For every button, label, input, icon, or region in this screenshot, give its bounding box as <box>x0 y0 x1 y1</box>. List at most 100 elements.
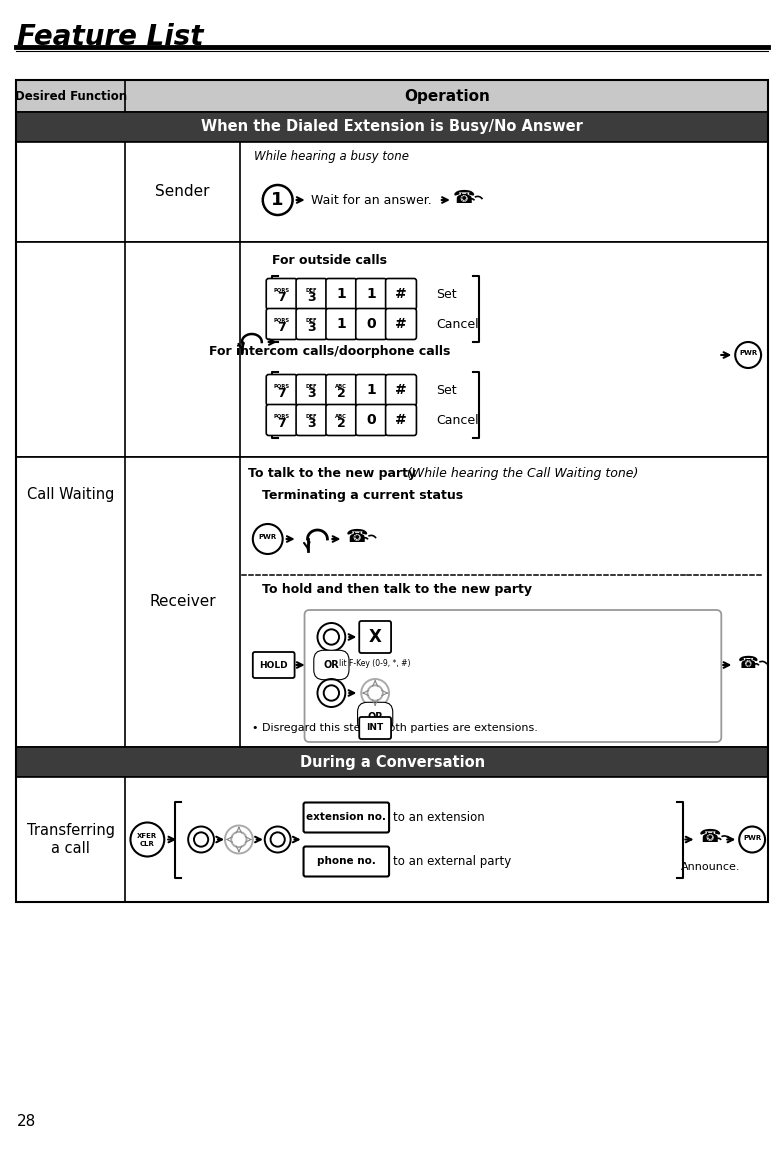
Text: Sender: Sender <box>156 184 210 199</box>
Text: 7: 7 <box>277 388 286 400</box>
Text: Receiver: Receiver <box>150 595 216 610</box>
Text: When the Dialed Extension is Busy/No Answer: When the Dialed Extension is Busy/No Ans… <box>201 120 583 135</box>
FancyBboxPatch shape <box>266 405 297 436</box>
Text: PWR: PWR <box>259 534 277 540</box>
Text: ABC: ABC <box>336 414 347 419</box>
Text: 3: 3 <box>307 388 315 400</box>
Text: To talk to the new party: To talk to the new party <box>248 467 416 480</box>
FancyBboxPatch shape <box>326 308 357 339</box>
Bar <box>16 777 768 902</box>
Text: 2: 2 <box>337 417 346 430</box>
FancyBboxPatch shape <box>386 375 417 406</box>
FancyBboxPatch shape <box>266 375 297 406</box>
Text: XFER: XFER <box>137 834 157 840</box>
FancyBboxPatch shape <box>326 405 357 436</box>
FancyBboxPatch shape <box>326 278 357 309</box>
Text: #: # <box>395 317 407 331</box>
Text: 1: 1 <box>337 288 346 301</box>
Text: extension no.: extension no. <box>306 813 386 822</box>
Text: DEF: DEF <box>305 384 317 389</box>
FancyBboxPatch shape <box>296 375 327 406</box>
Text: 7: 7 <box>277 291 286 305</box>
Text: Cancel: Cancel <box>435 317 478 330</box>
Bar <box>16 457 768 748</box>
Bar <box>16 748 768 777</box>
Text: 1: 1 <box>366 288 376 301</box>
Text: 3: 3 <box>307 291 315 305</box>
Text: ☎: ☎ <box>738 654 759 672</box>
Text: INT: INT <box>367 723 384 733</box>
Text: 2: 2 <box>337 388 346 400</box>
Text: Wait for an answer.: Wait for an answer. <box>312 193 432 207</box>
FancyBboxPatch shape <box>356 375 386 406</box>
FancyBboxPatch shape <box>326 375 357 406</box>
Text: Cancel: Cancel <box>435 414 478 427</box>
Text: 1: 1 <box>271 191 284 209</box>
Text: PWR: PWR <box>739 350 757 356</box>
Bar <box>16 112 768 141</box>
FancyBboxPatch shape <box>356 405 386 436</box>
Text: PORS: PORS <box>273 288 290 292</box>
Text: 7: 7 <box>277 417 286 430</box>
Text: #: # <box>395 383 407 397</box>
Text: PORS: PORS <box>273 384 290 389</box>
FancyBboxPatch shape <box>386 278 417 309</box>
FancyBboxPatch shape <box>296 308 327 339</box>
Text: Desired Function: Desired Function <box>15 90 127 102</box>
FancyBboxPatch shape <box>266 278 297 309</box>
FancyBboxPatch shape <box>386 308 417 339</box>
Text: During a Conversation: During a Conversation <box>299 754 485 769</box>
Text: Announce.: Announce. <box>681 861 740 872</box>
Text: #: # <box>395 413 407 427</box>
Text: Set: Set <box>435 383 456 397</box>
Text: PWR: PWR <box>743 835 761 841</box>
Text: For outside calls: For outside calls <box>272 254 387 267</box>
Text: ☎: ☎ <box>346 528 368 546</box>
Text: CLR: CLR <box>140 841 155 846</box>
Text: #: # <box>395 288 407 301</box>
Text: Terminating a current status: Terminating a current status <box>262 489 463 503</box>
Text: X: X <box>368 628 382 646</box>
FancyBboxPatch shape <box>359 621 391 653</box>
Text: 3: 3 <box>307 417 315 430</box>
FancyBboxPatch shape <box>304 846 389 876</box>
Text: 0: 0 <box>366 413 376 427</box>
Text: phone no.: phone no. <box>317 857 375 866</box>
FancyBboxPatch shape <box>296 278 327 309</box>
Text: ☎: ☎ <box>700 828 721 846</box>
Bar <box>16 242 768 457</box>
FancyBboxPatch shape <box>296 405 327 436</box>
FancyBboxPatch shape <box>253 652 294 678</box>
FancyBboxPatch shape <box>304 803 389 833</box>
Text: Set: Set <box>435 288 456 300</box>
Text: OR: OR <box>323 660 340 670</box>
Bar <box>16 141 768 242</box>
FancyBboxPatch shape <box>386 405 417 436</box>
Text: Call Waiting: Call Waiting <box>27 486 115 503</box>
Text: PORS: PORS <box>273 414 290 419</box>
Text: lit F-Key: lit F-Key <box>360 715 390 724</box>
Text: Operation: Operation <box>404 89 490 104</box>
Text: (While hearing the Call Waiting tone): (While hearing the Call Waiting tone) <box>407 467 638 480</box>
Text: For intercom calls/doorphone calls: For intercom calls/doorphone calls <box>209 345 450 358</box>
Bar <box>16 81 768 112</box>
FancyBboxPatch shape <box>356 308 386 339</box>
Text: 7: 7 <box>277 321 286 335</box>
Text: 28: 28 <box>17 1114 37 1129</box>
Text: To hold and then talk to the new party: To hold and then talk to the new party <box>262 583 532 596</box>
Text: DEF: DEF <box>305 414 317 419</box>
Text: 1: 1 <box>337 317 346 331</box>
FancyBboxPatch shape <box>266 308 297 339</box>
Text: Feature List: Feature List <box>17 23 203 51</box>
Text: Transferring
a call: Transferring a call <box>26 823 115 856</box>
Text: HOLD: HOLD <box>259 660 288 669</box>
Text: • Disregard this step if both parties are extensions.: • Disregard this step if both parties ar… <box>252 723 538 733</box>
FancyBboxPatch shape <box>305 610 721 742</box>
Text: ABC: ABC <box>336 384 347 389</box>
Text: DEF: DEF <box>305 317 317 323</box>
Text: ☎: ☎ <box>453 189 475 207</box>
Text: 3: 3 <box>307 321 315 335</box>
Text: While hearing a busy tone: While hearing a busy tone <box>254 150 409 163</box>
FancyBboxPatch shape <box>356 278 386 309</box>
Text: DEF: DEF <box>305 288 317 292</box>
